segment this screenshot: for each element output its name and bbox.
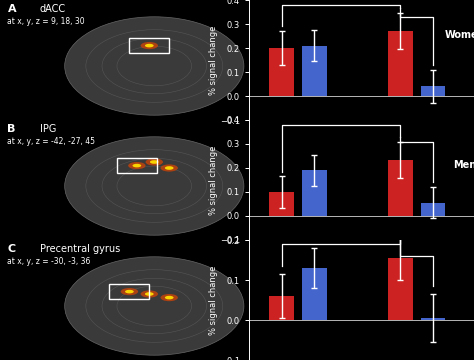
Bar — [269, 48, 294, 96]
Ellipse shape — [64, 137, 244, 235]
Text: C: C — [8, 244, 16, 253]
Ellipse shape — [121, 288, 138, 295]
Ellipse shape — [145, 292, 154, 296]
Ellipse shape — [141, 291, 158, 298]
Ellipse shape — [146, 158, 163, 166]
Text: dACC: dACC — [40, 4, 66, 14]
Bar — [421, 318, 446, 320]
Ellipse shape — [165, 296, 173, 300]
Ellipse shape — [150, 160, 159, 164]
Y-axis label: % signal change: % signal change — [210, 265, 219, 335]
Ellipse shape — [64, 17, 244, 115]
Text: Precentral gyrus: Precentral gyrus — [40, 244, 120, 253]
Y-axis label: % signal change: % signal change — [210, 25, 219, 95]
Text: A: A — [8, 4, 16, 14]
Bar — [269, 192, 294, 216]
Text: at x, y, z = -42, -27, 45: at x, y, z = -42, -27, 45 — [8, 137, 95, 146]
Ellipse shape — [161, 165, 178, 172]
Bar — [302, 268, 327, 320]
Bar — [388, 159, 412, 216]
Ellipse shape — [165, 166, 173, 170]
Bar — [302, 170, 327, 216]
Bar — [388, 258, 412, 320]
Text: B: B — [8, 123, 16, 134]
Text: IPG: IPG — [40, 123, 56, 134]
Ellipse shape — [64, 257, 244, 355]
Bar — [421, 86, 446, 96]
Ellipse shape — [141, 42, 158, 49]
Ellipse shape — [133, 164, 141, 167]
Bar — [269, 296, 294, 320]
Ellipse shape — [125, 290, 134, 293]
Text: at x, y, z = -30, -3, 36: at x, y, z = -30, -3, 36 — [8, 257, 91, 266]
Bar — [388, 31, 412, 96]
Y-axis label: % signal change: % signal change — [210, 145, 219, 215]
Ellipse shape — [161, 294, 178, 301]
Bar — [302, 46, 327, 96]
Text: at x, y, z = 9, 18, 30: at x, y, z = 9, 18, 30 — [8, 17, 85, 26]
Ellipse shape — [128, 162, 146, 169]
Ellipse shape — [145, 44, 154, 48]
Bar — [421, 203, 446, 216]
